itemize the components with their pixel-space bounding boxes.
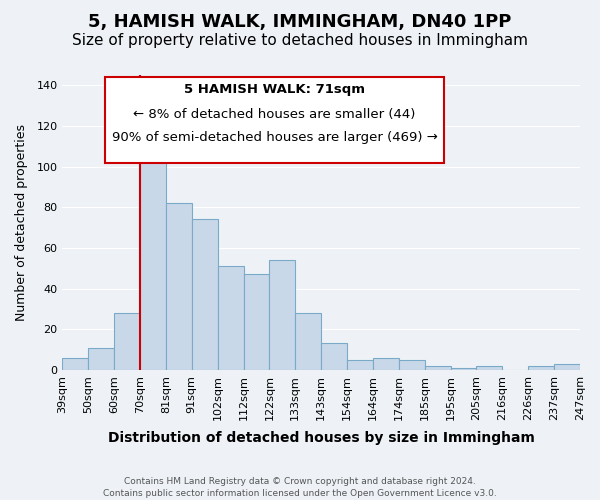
Bar: [399, 360, 425, 370]
Bar: [554, 364, 580, 370]
Bar: [528, 366, 554, 370]
Bar: [192, 220, 218, 370]
Bar: [347, 360, 373, 370]
Bar: [218, 266, 244, 370]
Bar: [140, 140, 166, 370]
Text: 5 HAMISH WALK: 71sqm: 5 HAMISH WALK: 71sqm: [184, 84, 365, 96]
Bar: [321, 344, 347, 370]
Bar: [425, 366, 451, 370]
X-axis label: Distribution of detached houses by size in Immingham: Distribution of detached houses by size …: [108, 431, 535, 445]
Text: Contains HM Land Registry data © Crown copyright and database right 2024.: Contains HM Land Registry data © Crown c…: [124, 478, 476, 486]
Bar: [62, 358, 88, 370]
Bar: [166, 203, 192, 370]
Text: Contains public sector information licensed under the Open Government Licence v3: Contains public sector information licen…: [103, 489, 497, 498]
Text: ← 8% of detached houses are smaller (44): ← 8% of detached houses are smaller (44): [133, 108, 416, 122]
Text: 90% of semi-detached houses are larger (469) →: 90% of semi-detached houses are larger (…: [112, 132, 437, 144]
Bar: [114, 313, 140, 370]
Bar: [451, 368, 476, 370]
Bar: [295, 313, 321, 370]
Bar: [476, 366, 502, 370]
Bar: [88, 348, 114, 370]
Bar: [373, 358, 399, 370]
Bar: [244, 274, 269, 370]
Text: Size of property relative to detached houses in Immingham: Size of property relative to detached ho…: [72, 32, 528, 48]
Text: 5, HAMISH WALK, IMMINGHAM, DN40 1PP: 5, HAMISH WALK, IMMINGHAM, DN40 1PP: [88, 12, 512, 30]
Y-axis label: Number of detached properties: Number of detached properties: [15, 124, 28, 321]
Bar: [269, 260, 295, 370]
